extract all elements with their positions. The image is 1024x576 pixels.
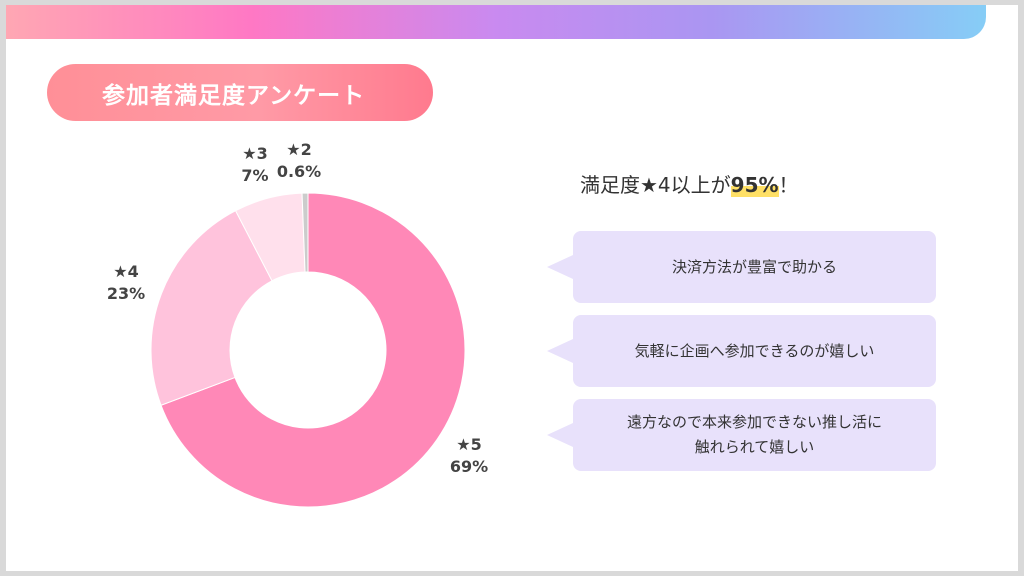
slice-value-label: 0.6%: [277, 162, 321, 181]
comment-text: 遠方なので本来参加できない推し活に 触れられて嬉しい: [626, 413, 882, 456]
comment-bubble: 遠方なので本来参加できない推し活に 触れられて嬉しい: [547, 399, 936, 471]
donut-slice: [160, 192, 466, 508]
title-pill: 参加者満足度アンケート: [47, 64, 433, 121]
comment-text: 気軽に企画へ参加できるのが嬉しい: [634, 341, 875, 360]
donut-chart: ★5 69% ★4 23% ★3 7% ★2 0.6%: [107, 140, 488, 508]
slice-value-label: 69%: [450, 457, 488, 476]
headline-highlight: 95%: [730, 173, 779, 197]
slice-category-label: ★3: [242, 144, 267, 163]
slide: 参加者満足度アンケート ★5 69% ★4 23% ★3 7% ★2 0.6% 満足度★4以上…: [6, 5, 1018, 571]
page-title: 参加者満足度アンケート: [102, 82, 366, 109]
slice-value-label: 7%: [241, 166, 268, 185]
comment-text: 決済方法が豊富で助かる: [671, 257, 837, 276]
slice-value-label: 23%: [107, 284, 145, 303]
comment-bubble: 決済方法が豊富で助かる: [547, 231, 936, 303]
headline: 満足度★4以上が95%！: [580, 169, 799, 198]
slice-category-label: ★2: [286, 140, 311, 159]
donut-slice: [150, 210, 273, 406]
top-gradient-bar: [6, 5, 986, 39]
headline-suffix: ！: [778, 173, 799, 197]
comment-bubble: 気軽に企画へ参加できるのが嬉しい: [547, 315, 936, 387]
headline-prefix: 満足度★4以上が: [580, 173, 731, 197]
slice-category-label: ★5: [456, 435, 481, 454]
donut-slice: [301, 192, 309, 273]
slice-category-label: ★4: [113, 262, 138, 281]
